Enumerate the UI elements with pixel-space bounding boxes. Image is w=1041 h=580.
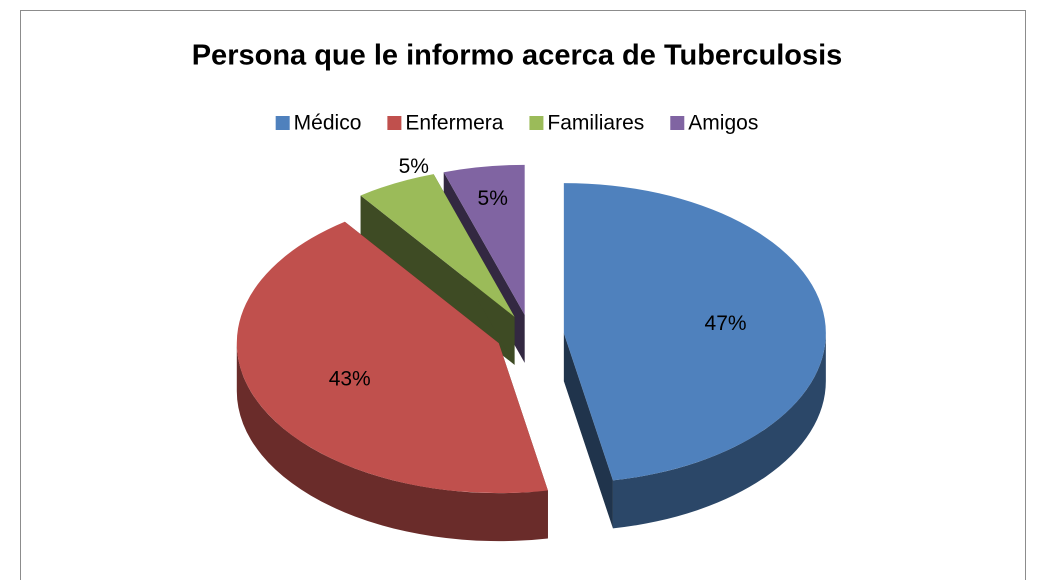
- legend-label: Enfermera: [405, 112, 503, 135]
- data-label: 43%: [329, 368, 371, 391]
- legend-swatch: [275, 116, 290, 130]
- legend: Médico Enfermera Familiares Amigos: [275, 112, 758, 135]
- pie-slice: [360, 174, 515, 365]
- slice-top: [563, 183, 826, 481]
- slice-top: [443, 164, 525, 315]
- legend-swatch: [387, 116, 402, 130]
- legend-swatch: [670, 116, 685, 130]
- slice-rim: [236, 343, 548, 542]
- pie-slice: [563, 183, 826, 529]
- data-label: 5%: [478, 187, 508, 210]
- data-label: 5%: [399, 155, 429, 178]
- chart-title: Persona que le informo acerca de Tubercu…: [192, 40, 843, 72]
- slice-top: [360, 174, 515, 317]
- legend-label: Amigos: [688, 112, 758, 135]
- legend-label: Familiares: [547, 112, 644, 135]
- data-label: 47%: [705, 312, 747, 335]
- legend-label: Médico: [294, 112, 362, 135]
- slice-top: [236, 221, 548, 494]
- slice-wall: [563, 333, 613, 529]
- pie-slice: [236, 221, 548, 542]
- legend-swatch: [529, 116, 544, 130]
- slice-wall: [360, 195, 515, 365]
- slice-rim: [612, 333, 826, 529]
